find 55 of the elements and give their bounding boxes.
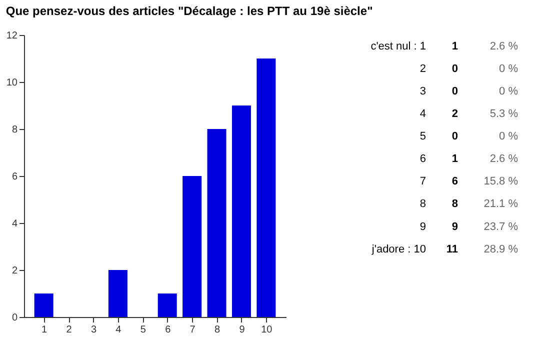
y-tick-label: 0 (12, 312, 18, 324)
text: j'adore : 10 (370, 243, 426, 256)
y-tick-label: 8 (12, 124, 18, 136)
y-tick-label: 6 (12, 172, 18, 182)
text: 0 (452, 85, 458, 98)
text: 5 (420, 130, 426, 143)
text: 0 % (499, 130, 518, 143)
text: 21.1 % (484, 198, 518, 210)
bar (207, 129, 226, 317)
y-tick-label: 4 (12, 218, 18, 230)
x-tick-label: 10 (261, 324, 273, 336)
text: 2 (452, 108, 458, 120)
text: 23.7 % (484, 220, 518, 233)
y-tick-label: 2 (12, 266, 18, 276)
text: 2.6 % (490, 40, 518, 52)
text: 11 (446, 243, 458, 256)
text: 3 (420, 85, 426, 98)
bar (256, 58, 276, 317)
text: 8 (452, 198, 458, 210)
text: 7 (420, 176, 426, 188)
text: 2.6 % (490, 153, 518, 166)
bar (34, 294, 54, 317)
text: 4 (420, 108, 426, 120)
x-tick-label: 5 (140, 324, 146, 336)
x-tick-label: 2 (66, 324, 72, 336)
x-tick-label: 1 (42, 324, 48, 336)
text: 1 (452, 40, 458, 52)
bar (182, 176, 202, 317)
text: 9 (420, 220, 426, 233)
text: 6 (452, 176, 458, 188)
text: 28.9 % (484, 243, 518, 256)
text: 8 (420, 198, 426, 210)
bar (108, 270, 128, 317)
text: 9 (452, 220, 458, 233)
chart-title: Que pensez-vous des articles "Décalage : les PTT au 19è siècle" (6, 4, 373, 18)
y-tick-label: 10 (6, 78, 18, 88)
x-tick-label: 3 (90, 324, 97, 336)
x-tick-label: 9 (239, 324, 246, 336)
x-tick-label: 4 (116, 324, 122, 336)
bar (158, 294, 177, 317)
text: 0 % (499, 62, 518, 75)
y-tick-label: 12 (6, 30, 18, 42)
text: 5.3 % (490, 108, 518, 120)
bar (232, 106, 251, 317)
x-tick-label: 6 (165, 324, 172, 336)
text: 15.8 % (484, 176, 518, 188)
x-tick-label: 8 (214, 324, 220, 336)
text: 1 (452, 153, 458, 166)
text: 0 (452, 130, 458, 143)
text: 0 (452, 62, 458, 75)
text: 6 (420, 153, 426, 166)
text: 0 % (499, 85, 518, 98)
text: c'est nul : 1 (370, 40, 426, 52)
text: 2 (420, 62, 426, 75)
x-tick-label: 7 (190, 324, 196, 336)
